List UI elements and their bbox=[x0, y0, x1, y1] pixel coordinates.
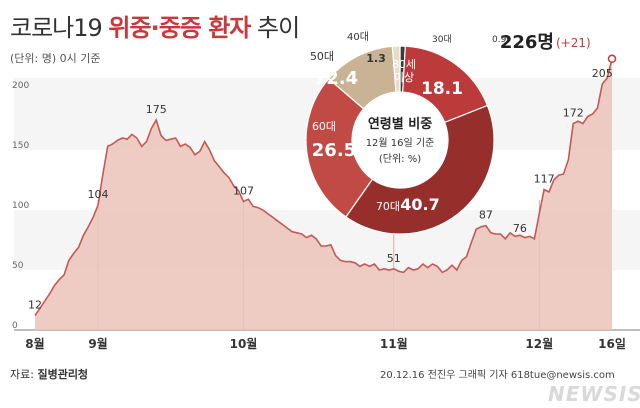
value-labels: 12 104 175 107 51 87 76 117 172 205 bbox=[28, 67, 613, 312]
chart-title: 코로나19 위중·중증 환자 추이 bbox=[10, 8, 300, 43]
source-label: 자료: bbox=[10, 368, 34, 381]
title-tail: 추이 bbox=[257, 14, 300, 42]
slice-label: 80세 bbox=[392, 58, 416, 71]
latest-point bbox=[607, 54, 617, 64]
latest-change-label: (+21) bbox=[556, 36, 591, 50]
y-tick-label: 100 bbox=[12, 201, 29, 211]
data-label: 104 bbox=[88, 188, 109, 201]
credit-line: 20.12.16 전진우 그래픽 기자 618tue@newsis.com bbox=[380, 370, 615, 381]
unit-note: (단위: 명) 0시 기준 bbox=[10, 52, 101, 65]
donut-title: 연령별 비중 bbox=[368, 116, 432, 132]
title-main: 코로나19 bbox=[10, 14, 103, 42]
donut-hole bbox=[353, 93, 447, 187]
x-tick-label: 10월 bbox=[230, 336, 258, 351]
y-tick-label: 50 bbox=[12, 261, 24, 271]
source-note: 자료: 질병관리청 bbox=[10, 366, 88, 382]
x-tick-label: 11월 bbox=[380, 336, 408, 351]
x-tick-labels: 8월 9월 10월 11월 12월 16일 bbox=[25, 336, 626, 351]
data-label: 172 bbox=[563, 107, 584, 120]
slice-label: 이상 bbox=[394, 71, 414, 84]
x-tick-label: 9월 bbox=[88, 336, 107, 351]
series-line bbox=[34, 58, 613, 317]
slice-value: 0.9 bbox=[492, 35, 507, 45]
x-tick-label: 12월 bbox=[525, 336, 553, 351]
y-tick-labels: 0 50 100 150 200 bbox=[12, 81, 29, 331]
data-label: 51 bbox=[387, 252, 401, 265]
source-value: 질병관리청 bbox=[37, 368, 89, 381]
latest-value-label: 226명 bbox=[500, 32, 554, 53]
data-label: 205 bbox=[592, 67, 613, 80]
data-label: 175 bbox=[146, 103, 167, 116]
slice-label: 30대 bbox=[432, 34, 452, 45]
slice-value: 12.4 bbox=[314, 68, 358, 89]
slice-value: 1.3 bbox=[366, 52, 386, 65]
donut-unit: (단위: %) bbox=[379, 152, 421, 165]
y-tick-label: 150 bbox=[12, 141, 29, 151]
data-label: 12 bbox=[28, 299, 42, 312]
slice-value: 18.1 bbox=[421, 79, 463, 99]
title-highlight: 위중·중증 환자 bbox=[108, 14, 251, 42]
y-tick-label: 0 bbox=[12, 321, 18, 331]
slice-value: 26.5 bbox=[312, 140, 356, 161]
x-tick-label: 8월 bbox=[25, 336, 44, 351]
slice-value: 40.7 bbox=[400, 195, 439, 214]
series-area bbox=[35, 58, 612, 331]
slice-label: 60대 bbox=[312, 120, 336, 133]
data-label: 87 bbox=[479, 209, 493, 222]
y-tick-label: 200 bbox=[12, 81, 29, 91]
slice-label: 40대 bbox=[347, 31, 369, 43]
donut-slice bbox=[345, 104, 495, 235]
slice-label: 70대 bbox=[376, 200, 400, 213]
newsis-logo: NEWSIS bbox=[548, 382, 640, 406]
donut-subtitle: 12월 16일 기준 bbox=[366, 137, 435, 149]
data-label: 117 bbox=[534, 173, 555, 186]
donut-slice bbox=[305, 77, 374, 218]
donut-slice bbox=[391, 45, 401, 93]
data-label: 76 bbox=[513, 222, 527, 235]
x-tick-label: 16일 bbox=[598, 337, 626, 351]
slice-label: 50대 bbox=[310, 50, 334, 63]
latest-value: 226명 (+21) bbox=[500, 32, 617, 64]
data-label: 107 bbox=[233, 185, 254, 198]
